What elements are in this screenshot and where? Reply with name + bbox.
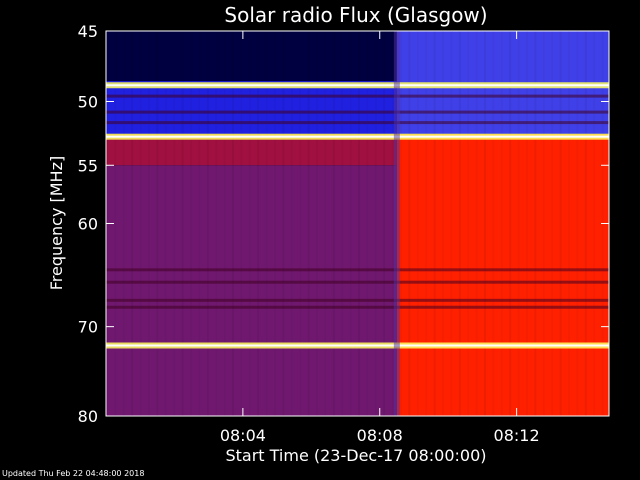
x-axis-label: Start Time (23-Dec-17 08:00:00) <box>225 446 486 465</box>
texture-stripe <box>257 31 260 416</box>
texture-stripe <box>366 31 368 416</box>
dark-line <box>106 305 609 309</box>
texture-stripe <box>140 31 142 416</box>
texture-stripe <box>476 31 478 416</box>
y-axis: 45 50 55 60 70 80 <box>78 22 609 426</box>
texture-stripe <box>131 31 134 416</box>
y-tick-label: 50 <box>78 93 98 112</box>
texture-stripe <box>400 31 402 416</box>
texture-stripe <box>224 31 226 416</box>
texture-stripe <box>526 31 528 416</box>
y-tick-label: 60 <box>78 215 98 234</box>
texture-stripe <box>332 31 335 416</box>
texture-stripe <box>584 31 587 416</box>
y-tick-label: 70 <box>78 318 98 337</box>
x-axis: 08:04 08:08 08:12 <box>220 31 540 445</box>
texture-stripe <box>383 31 386 416</box>
texture-stripe <box>190 31 192 416</box>
texture-stripe <box>408 31 411 416</box>
texture-stripe <box>492 31 494 416</box>
bright-line-core <box>106 344 609 347</box>
texture-stripe <box>467 31 469 416</box>
texture-stripe <box>425 31 427 416</box>
texture-stripe <box>198 31 200 416</box>
texture-stripe <box>450 31 452 416</box>
texture-stripe <box>433 31 436 416</box>
texture-stripe <box>299 31 301 416</box>
texture-stripe <box>156 31 159 416</box>
y-axis-label: Frequency [MHz] <box>47 156 66 290</box>
texture-stripe <box>215 31 217 416</box>
dark-line <box>106 121 609 125</box>
texture-stripe <box>266 31 268 416</box>
texture-stripe <box>148 31 150 416</box>
texture-stripe <box>534 31 537 416</box>
texture-stripe <box>181 31 184 416</box>
spectral-lines <box>106 31 609 416</box>
dark-line <box>106 94 609 98</box>
texture-stripe <box>274 31 276 416</box>
texture-stripe <box>206 31 209 416</box>
texture-stripe <box>442 31 444 416</box>
dark-line <box>106 298 609 302</box>
texture-stripe <box>114 31 116 416</box>
texture-stripe <box>307 31 310 416</box>
x-tick-label: 08:12 <box>494 426 540 445</box>
dark-line <box>106 110 609 114</box>
bright-line-core <box>106 135 609 138</box>
x-tick-label: 08:08 <box>357 426 403 445</box>
dark-line <box>106 268 609 272</box>
onset-edge <box>393 31 400 416</box>
texture-stripe <box>559 31 562 416</box>
texture-stripe <box>576 31 578 416</box>
texture-stripe <box>291 31 293 416</box>
heatmap-region-5 <box>396 134 609 416</box>
texture-stripe <box>375 31 377 416</box>
texture-stripe <box>123 31 125 416</box>
bright-line-core <box>106 84 609 87</box>
texture-stripe <box>593 31 595 416</box>
texture-stripe <box>232 31 234 416</box>
texture-stripe <box>173 31 175 416</box>
texture-stripe <box>350 31 352 416</box>
texture-stripe <box>518 31 520 416</box>
heatmap-region-1 <box>106 31 397 82</box>
texture-stripe <box>165 31 167 416</box>
texture-stripe <box>341 31 343 416</box>
texture-stripe <box>324 31 326 416</box>
texture-stripe <box>240 31 242 416</box>
x-tick-label: 08:04 <box>220 426 266 445</box>
texture-stripe <box>501 31 503 416</box>
heatmap-region-3 <box>106 165 397 416</box>
texture-stripe <box>417 31 419 416</box>
texture-stripe <box>543 31 545 416</box>
texture-stripe <box>484 31 486 416</box>
texture-stripe <box>249 31 251 416</box>
chart-title: Solar radio Flux (Glasgow) <box>224 3 487 27</box>
texture-stripe <box>316 31 318 416</box>
y-tick-label: 55 <box>78 156 98 175</box>
dark-line <box>106 280 609 284</box>
texture-stripe <box>358 31 360 416</box>
y-tick-label: 80 <box>78 407 98 426</box>
plot-area <box>106 31 609 416</box>
texture-stripe <box>392 31 394 416</box>
texture-stripe <box>458 31 461 416</box>
updated-timestamp: Updated Thu Feb 22 04:48:00 2018 <box>2 469 145 478</box>
y-tick-label: 45 <box>78 22 98 41</box>
texture-stripe <box>282 31 285 416</box>
texture-stripe <box>551 31 553 416</box>
texture-stripe <box>509 31 512 416</box>
texture-stripe <box>568 31 570 416</box>
